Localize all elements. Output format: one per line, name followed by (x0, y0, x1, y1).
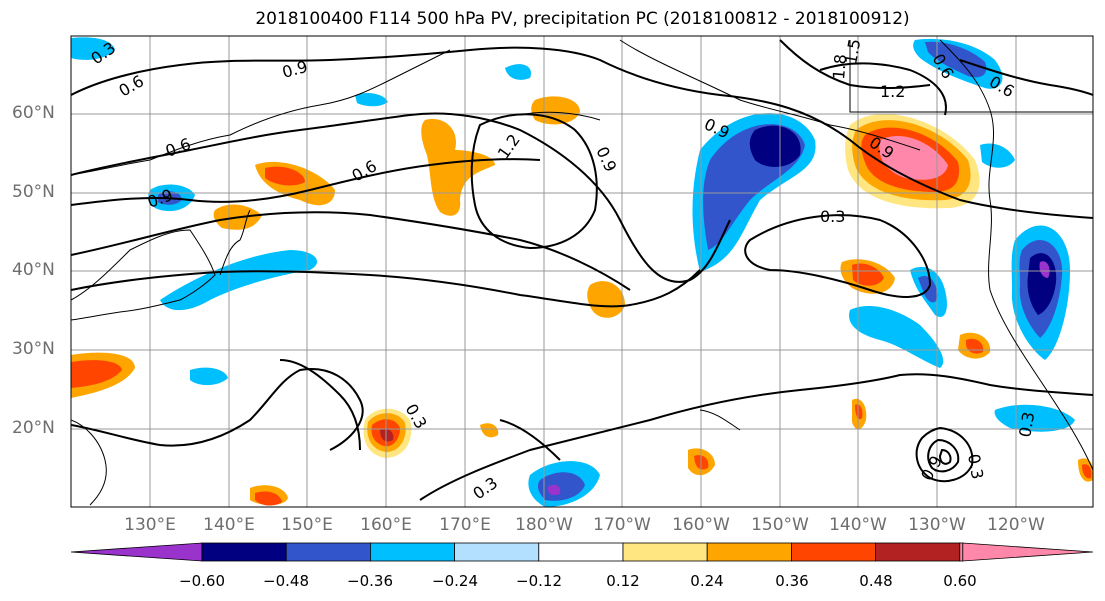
lon-label: 140°E (203, 515, 255, 535)
colorbar-tick: 0.48 (859, 572, 893, 590)
pos-blob-central (587, 281, 625, 318)
lat-label: 60°N (12, 103, 55, 123)
colorbar-extend-high (962, 542, 1094, 562)
lat-label: 20°N (12, 418, 55, 438)
coastlines (71, 39, 1093, 506)
colorbar-tick: −0.36 (347, 572, 393, 590)
lat-label: 50°N (12, 182, 55, 202)
contour-label: 0.3 (820, 207, 845, 226)
colorbar-tick: −0.12 (516, 572, 562, 590)
colorbar-tick: 0.24 (690, 572, 724, 590)
lon-label: 140°W (829, 515, 887, 535)
lon-label: 160°E (360, 515, 412, 535)
colorbar (70, 542, 1094, 562)
lat-label: 30°N (12, 339, 55, 359)
neg-streak-japan (160, 250, 318, 311)
neg-blob-west-coast (1011, 225, 1070, 360)
colorbar-tick: 0.60 (943, 572, 977, 590)
lat-label: 40°N (12, 260, 55, 280)
colorbar-tick: 0.12 (606, 572, 640, 590)
contour-label: 1.8 (829, 53, 850, 80)
figure-title: 2018100400 F114 500 hPa PV, precipitatio… (255, 9, 910, 29)
colorbar-tick: −0.24 (432, 572, 478, 590)
colorbar-tick: −0.48 (263, 572, 309, 590)
lon-label: 130°W (908, 515, 966, 535)
colorbar-extend-low (70, 542, 203, 562)
contour-label: 0.3 (964, 452, 987, 480)
precip-shading (71, 37, 1093, 507)
lon-label: 120°W (987, 515, 1045, 535)
colorbar-tick: −0.60 (179, 572, 225, 590)
colorbar-tick: 0.36 (775, 572, 809, 590)
lon-label: 150°W (751, 515, 809, 535)
map-frame (70, 35, 1094, 508)
lon-label: 180°W (515, 515, 573, 535)
contour-label: 1.2 (880, 82, 905, 101)
lon-label: 150°E (281, 515, 333, 535)
pos-blob-aleutian (531, 96, 580, 125)
contour-label: 1.5 (841, 37, 864, 65)
lon-label: 170°E (439, 515, 491, 535)
pos-blob-northeast-pacific (845, 113, 980, 209)
pv-contours (71, 39, 1093, 501)
lon-label: 160°W (672, 515, 730, 535)
contour-label: 0.3 (1015, 410, 1038, 438)
lon-label: 130°E (124, 515, 176, 535)
pos-blob-bering (421, 119, 495, 216)
lon-label: 170°W (593, 515, 651, 535)
